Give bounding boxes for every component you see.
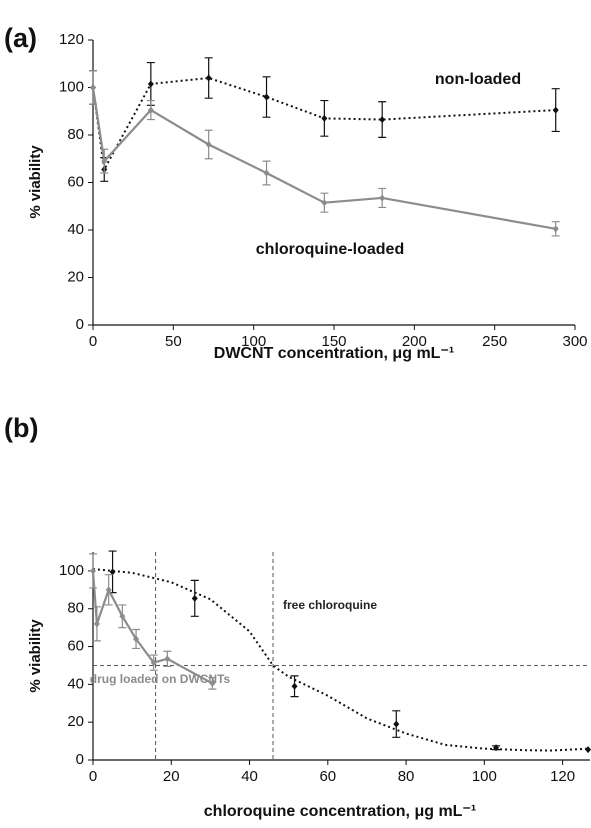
x-tick-label: 0: [89, 768, 97, 785]
x-tick-label: 20: [163, 768, 180, 785]
marker: [90, 567, 96, 575]
y-tick-label: 40: [67, 675, 84, 692]
marker: [291, 682, 298, 690]
marker: [263, 169, 270, 177]
x-tick-label: 60: [319, 768, 336, 785]
y-axis-label: % viability: [27, 145, 44, 219]
y-tick-label: 60: [67, 173, 84, 190]
marker: [147, 80, 154, 88]
marker: [552, 225, 559, 233]
marker: [191, 594, 198, 602]
marker: [263, 93, 270, 101]
marker: [150, 659, 157, 667]
x-tick-label: 100: [241, 333, 266, 350]
marker: [164, 655, 171, 663]
series-label: free chloroquine: [283, 598, 377, 612]
x-tick-label: 50: [165, 333, 182, 350]
y-tick-label: 100: [59, 78, 84, 95]
marker: [119, 612, 126, 620]
y-tick-label: 80: [67, 126, 84, 143]
x-tick-label: 100: [472, 768, 497, 785]
marker: [109, 568, 116, 576]
x-tick-label: 0: [89, 333, 97, 350]
y-tick-label: 0: [76, 751, 84, 768]
marker: [552, 106, 559, 114]
x-axis-label: DWCNT concentration, μg mL⁻¹: [214, 345, 454, 362]
marker: [493, 744, 500, 752]
x-tick-label: 120: [550, 768, 575, 785]
marker: [321, 114, 328, 122]
series-label: chloroquine-loaded: [256, 241, 404, 258]
marker: [379, 194, 386, 202]
marker: [90, 84, 96, 91]
series-label: non-loaded: [435, 71, 521, 88]
x-axis-label: chloroquine concentration, μg mL⁻¹: [204, 803, 476, 820]
marker: [585, 746, 591, 754]
y-tick-label: 0: [76, 316, 84, 333]
marker: [205, 141, 212, 148]
marker: [101, 157, 108, 165]
x-tick-label: 150: [321, 333, 346, 350]
y-tick-label: 40: [67, 221, 84, 238]
y-tick-label: 120: [59, 31, 84, 48]
marker: [105, 586, 112, 594]
x-tick-label: 250: [482, 333, 507, 350]
x-tick-label: 300: [562, 333, 587, 350]
series-line: [91, 87, 556, 230]
series-label: drug loaded on DWCNTs: [90, 672, 231, 686]
fit-curve: [92, 568, 591, 752]
marker: [209, 679, 216, 687]
y-tick-label: 60: [67, 638, 84, 655]
y-tick-label: 100: [59, 562, 84, 579]
x-tick-label: 200: [402, 333, 427, 350]
y-tick-label: 20: [67, 713, 84, 730]
marker: [379, 116, 386, 124]
y-tick-label: 20: [67, 268, 84, 285]
y-axis-label: % viability: [27, 619, 44, 693]
y-tick-label: 80: [67, 600, 84, 617]
x-tick-label: 80: [398, 768, 415, 785]
marker: [321, 199, 328, 207]
marker: [133, 635, 140, 643]
x-tick-label: 40: [241, 768, 258, 785]
marker: [205, 74, 212, 82]
marker: [147, 106, 154, 114]
marker: [93, 620, 100, 628]
marker: [393, 720, 400, 728]
panel-label: (a): [4, 23, 37, 53]
panel-label: (b): [4, 413, 38, 443]
